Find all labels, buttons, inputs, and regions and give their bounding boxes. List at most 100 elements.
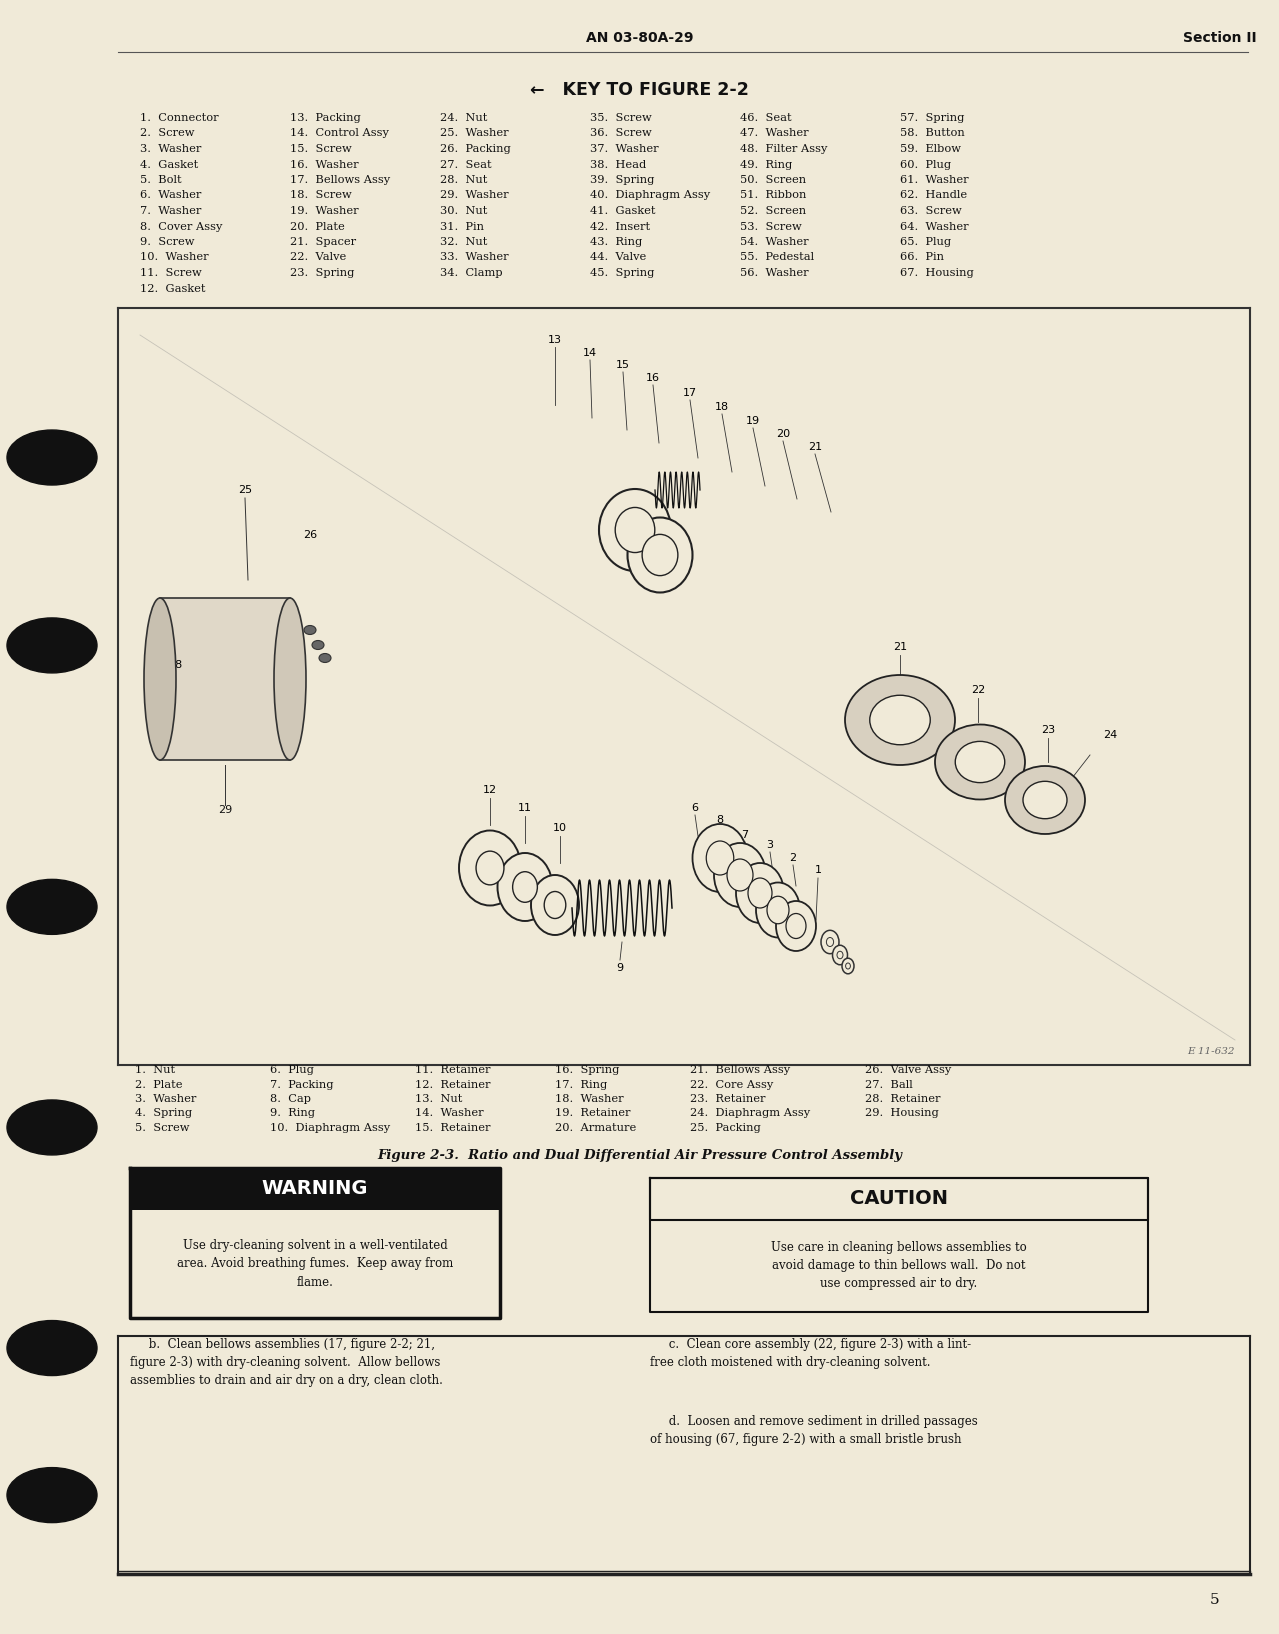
Ellipse shape [833, 944, 848, 964]
Text: 9.  Screw: 9. Screw [139, 237, 194, 247]
Text: 32.  Nut: 32. Nut [440, 237, 487, 247]
Text: 67.  Housing: 67. Housing [900, 268, 973, 278]
Ellipse shape [735, 863, 784, 923]
Text: 19.  Washer: 19. Washer [290, 206, 358, 216]
Ellipse shape [6, 618, 97, 673]
Text: 42.  Insert: 42. Insert [590, 222, 650, 232]
Text: 11.  Screw: 11. Screw [139, 268, 202, 278]
Text: E 11-632: E 11-632 [1187, 1047, 1236, 1057]
Text: 13: 13 [547, 335, 561, 345]
Text: 20.  Armature: 20. Armature [555, 1123, 636, 1132]
Text: 14.  Control Assy: 14. Control Assy [290, 129, 389, 139]
Text: 27.  Ball: 27. Ball [865, 1080, 913, 1090]
Text: 11: 11 [518, 802, 532, 814]
Text: 2: 2 [789, 853, 797, 863]
Text: 49.  Ring: 49. Ring [741, 160, 792, 170]
Ellipse shape [842, 958, 854, 974]
Ellipse shape [498, 853, 553, 922]
Text: 29.  Washer: 29. Washer [440, 191, 509, 201]
Text: 48.  Filter Assy: 48. Filter Assy [741, 144, 828, 154]
Text: 6.  Washer: 6. Washer [139, 191, 201, 201]
Text: 51.  Ribbon: 51. Ribbon [741, 191, 806, 201]
Text: 64.  Washer: 64. Washer [900, 222, 968, 232]
Text: 14: 14 [583, 348, 597, 358]
Text: 4.  Gasket: 4. Gasket [139, 160, 198, 170]
Text: 23.  Retainer: 23. Retainer [689, 1095, 766, 1105]
Text: 5.  Bolt: 5. Bolt [139, 175, 182, 185]
Text: 18: 18 [715, 402, 729, 412]
Text: b.  Clean bellows assemblies (17, figure 2-2; 21,
figure 2-3) with dry-cleaning : b. Clean bellows assemblies (17, figure … [130, 1338, 443, 1387]
Ellipse shape [6, 879, 97, 935]
Ellipse shape [628, 518, 692, 593]
Text: 5.  Screw: 5. Screw [136, 1123, 189, 1132]
Text: 55.  Pedestal: 55. Pedestal [741, 253, 815, 263]
Text: 24.  Diaphragm Assy: 24. Diaphragm Assy [689, 1108, 810, 1119]
Ellipse shape [935, 724, 1024, 799]
Text: 63.  Screw: 63. Screw [900, 206, 962, 216]
Text: 29.  Housing: 29. Housing [865, 1108, 939, 1119]
Text: 21.  Spacer: 21. Spacer [290, 237, 356, 247]
Text: 13.  Packing: 13. Packing [290, 113, 361, 123]
Ellipse shape [845, 962, 851, 969]
Ellipse shape [274, 598, 306, 760]
Text: 28: 28 [168, 660, 182, 670]
Text: 10.  Washer: 10. Washer [139, 253, 208, 263]
Text: 47.  Washer: 47. Washer [741, 129, 808, 139]
Text: 57.  Spring: 57. Spring [900, 113, 964, 123]
Text: 66.  Pin: 66. Pin [900, 253, 944, 263]
Ellipse shape [748, 877, 773, 909]
Text: 36.  Screw: 36. Screw [590, 129, 652, 139]
Text: 37.  Washer: 37. Washer [590, 144, 659, 154]
Text: Use dry-cleaning solvent in a well-ventilated
area. Avoid breathing fumes.  Keep: Use dry-cleaning solvent in a well-venti… [177, 1240, 453, 1289]
Text: 2.  Plate: 2. Plate [136, 1080, 183, 1090]
Text: 10: 10 [553, 824, 567, 833]
Text: 6: 6 [692, 802, 698, 814]
Text: 34.  Clamp: 34. Clamp [440, 268, 503, 278]
Ellipse shape [476, 851, 504, 886]
Text: 15: 15 [616, 359, 631, 369]
Text: 53.  Screw: 53. Screw [741, 222, 802, 232]
Ellipse shape [776, 900, 816, 951]
Text: 38.  Head: 38. Head [590, 160, 646, 170]
Text: 3: 3 [766, 840, 774, 850]
Text: 5: 5 [1210, 1593, 1220, 1606]
Text: 20: 20 [776, 430, 790, 440]
Text: 19.  Retainer: 19. Retainer [555, 1108, 631, 1119]
Text: 22.  Valve: 22. Valve [290, 253, 347, 263]
Text: 22: 22 [971, 685, 985, 694]
Ellipse shape [531, 874, 579, 935]
Ellipse shape [1005, 766, 1085, 833]
Text: 7.  Packing: 7. Packing [270, 1080, 334, 1090]
Text: 1: 1 [815, 864, 821, 874]
Text: 17.  Bellows Assy: 17. Bellows Assy [290, 175, 390, 185]
Text: 43.  Ring: 43. Ring [590, 237, 642, 247]
Ellipse shape [318, 654, 331, 662]
Text: 23.  Spring: 23. Spring [290, 268, 354, 278]
Text: 27: 27 [148, 636, 162, 645]
Text: 24.  Nut: 24. Nut [440, 113, 487, 123]
Text: 12.  Gasket: 12. Gasket [139, 284, 206, 294]
Ellipse shape [304, 626, 316, 634]
Text: 58.  Button: 58. Button [900, 129, 964, 139]
Text: 7.  Washer: 7. Washer [139, 206, 201, 216]
Text: 2.  Screw: 2. Screw [139, 129, 194, 139]
Text: 61.  Washer: 61. Washer [900, 175, 968, 185]
Ellipse shape [6, 1467, 97, 1523]
Text: 18.  Washer: 18. Washer [555, 1095, 624, 1105]
Text: 12: 12 [483, 784, 498, 796]
Text: Use care in cleaning bellows assemblies to
avoid damage to thin bellows wall.  D: Use care in cleaning bellows assemblies … [771, 1242, 1027, 1291]
Text: 19: 19 [746, 417, 760, 426]
Ellipse shape [615, 508, 655, 552]
Ellipse shape [826, 938, 834, 946]
Ellipse shape [642, 534, 678, 575]
Ellipse shape [836, 951, 843, 959]
Text: 9: 9 [616, 962, 624, 972]
Text: 23: 23 [1041, 725, 1055, 735]
Ellipse shape [312, 641, 324, 649]
Polygon shape [160, 598, 290, 760]
Text: 56.  Washer: 56. Washer [741, 268, 808, 278]
Text: 21.  Bellows Assy: 21. Bellows Assy [689, 1065, 790, 1075]
Text: 17.  Ring: 17. Ring [555, 1080, 608, 1090]
Text: 7: 7 [742, 830, 748, 840]
Text: 11.  Retainer: 11. Retainer [414, 1065, 491, 1075]
